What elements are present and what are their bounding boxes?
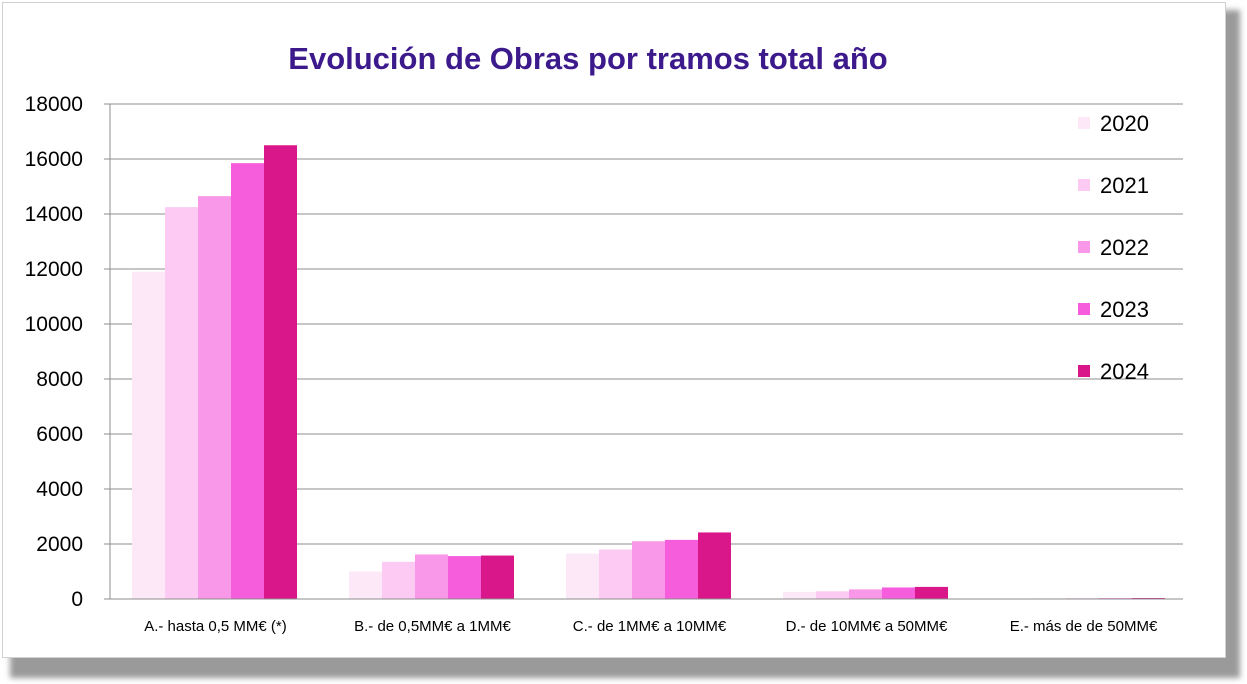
legend-swatch [1078,365,1090,377]
bar [165,207,198,599]
bar [566,553,599,599]
bar [481,555,514,599]
legend-label: 2021 [1100,173,1149,198]
bar [632,541,665,599]
bar [349,571,382,599]
y-tick-label: 16000 [25,148,83,171]
bar [849,589,882,599]
bar [132,271,165,599]
legend: 2020 2021 2022 2023 2024 [1078,111,1149,384]
y-tick-label: 12000 [25,258,83,281]
chart-title: Evolución de Obras por tramos total año [288,41,887,76]
y-tick-label: 8000 [36,368,83,391]
bar [264,145,297,599]
legend-swatch [1078,241,1090,253]
bar [382,561,415,599]
legend-label: 2024 [1100,359,1149,384]
y-tick-label: 4000 [36,478,83,501]
bar [599,549,632,599]
legend-swatch [1078,117,1090,129]
bars [132,145,1165,599]
bar [915,586,948,599]
legend-swatch [1078,179,1090,191]
bar [415,554,448,599]
legend-label: 2022 [1100,235,1149,260]
bar [665,539,698,599]
y-tick-label: 18000 [25,93,83,116]
y-tick-label: 6000 [36,423,83,446]
legend-label: 2020 [1100,111,1149,136]
x-tick-label: D.- de 10MM€ a 50MM€ [786,618,948,635]
y-tick-label: 2000 [36,533,83,556]
y-tick-label: 0 [71,588,83,611]
y-axis: 0 2000 4000 6000 8000 10000 12000 14000 16000 180… [25,93,111,611]
bar [698,532,731,599]
legend-swatch [1078,303,1090,315]
x-tick-label: E.- más de de 50MM€ [1010,618,1158,635]
y-tick-label: 10000 [25,313,83,336]
y-tick-label: 14000 [25,203,83,226]
x-tick-label: C.- de 1MM€ a 10MM€ [573,618,727,635]
bar [198,196,231,599]
bar [882,587,915,599]
bar [816,591,849,599]
bar [783,591,816,599]
bar [231,163,264,599]
x-tick-label: A.- hasta 0,5 MM€ (*) [144,618,287,635]
x-axis: A.- hasta 0,5 MM€ (*) B.- de 0,5MM€ a 1MM… [110,598,1183,635]
legend-label: 2023 [1100,297,1149,322]
x-tick-label: B.- de 0,5MM€ a 1MM€ [354,618,511,635]
bar [448,556,481,599]
